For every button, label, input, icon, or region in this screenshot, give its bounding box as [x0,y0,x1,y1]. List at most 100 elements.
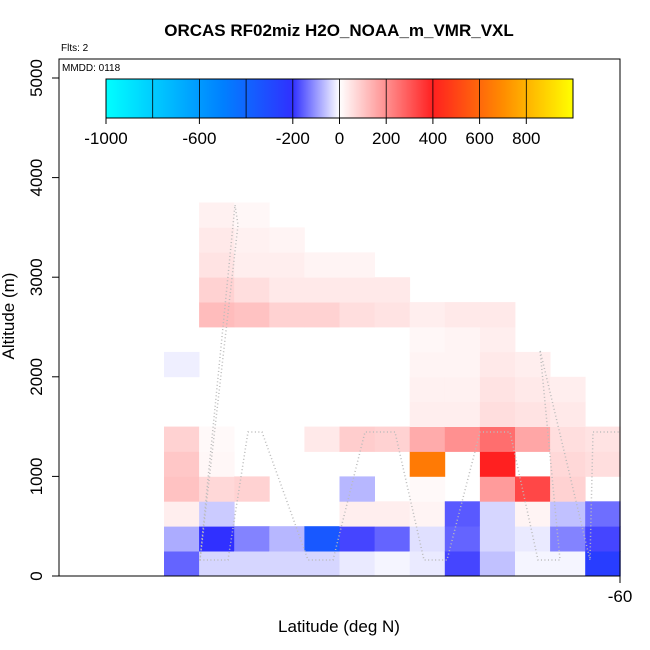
heatmap-cell [444,501,481,527]
heatmap-cell [409,302,446,328]
colorbar-tick-label: -1000 [84,129,127,148]
heatmap-cell [585,551,621,577]
heatmap-cell [409,401,446,427]
heatmap-cell [339,551,375,577]
heatmap-cell [339,426,375,452]
heatmap-cell [585,426,621,452]
y-tick-label: 0 [27,571,46,580]
heatmap-cell [479,526,516,552]
heatmap-cell [234,252,270,278]
heatmap-cell [199,426,235,452]
heatmap-cell [199,451,235,477]
colorbar-tick-label: 200 [372,129,400,148]
flights-note: Flts: 2 [61,43,89,54]
heatmap-cell [304,252,340,278]
heatmap-cell [515,476,551,502]
heatmap-cell [374,501,411,527]
heatmap-cell [409,327,446,353]
heatmap-cell [199,302,235,328]
y-tick-label: 3000 [27,258,46,296]
heatmap-cell [339,277,375,303]
heatmap-cell [479,327,516,353]
y-tick-label: 2000 [27,358,46,396]
colorbar-tick-label: -200 [276,129,310,148]
heatmap-cell [409,426,446,452]
x-axis-label: Latitude (deg N) [278,617,400,636]
heatmap-cell [164,451,200,477]
heatmap-cell [550,376,586,403]
heatmap-cell [199,202,235,228]
heatmap-cell [374,551,411,577]
heatmap-cell [199,277,235,303]
heatmap-cell [339,302,375,328]
heatmap-cell [515,551,551,577]
heatmap-cell [409,526,446,552]
heatmap-cell [479,376,516,403]
heatmap-cell [199,476,235,502]
heatmap-cell [409,451,446,477]
heatmap-cell [550,476,586,502]
heatmap-cell [269,302,305,328]
heatmap-cell [199,227,235,253]
heatmap-cell [234,277,270,303]
colorbar: -1000 -600 -200 0 200 400 600 800 [84,78,574,148]
heatmap-cell [409,551,446,577]
heatmap-cell [444,551,481,577]
heatmap-cell [585,451,621,477]
heatmap-cell [269,526,305,552]
heatmap-cell [479,401,516,427]
heatmap-cell [304,526,340,552]
heatmap-cell [339,476,375,502]
heatmap-cell [374,426,411,452]
heatmap-cells [164,202,621,577]
heatmap-cell [409,351,446,378]
heatmap-cell [164,501,200,527]
heatmap-cell [304,426,340,452]
heatmap-cell [234,551,270,577]
heatmap-cell [199,551,235,577]
heatmap-cell [550,451,586,477]
y-tick-label: 4000 [27,159,46,197]
heatmap-cell [444,351,481,378]
heatmap-cell [234,202,270,228]
heatmap-cell [444,426,481,452]
heatmap-cell [444,376,481,403]
heatmap-cell [444,401,481,427]
heatmap-cell [479,302,516,328]
heatmap-cell [339,526,375,552]
heatmap-cell [550,401,586,427]
y-tick-label: 5000 [27,59,46,97]
heatmap-cell [164,476,200,502]
heatmap-cell [479,476,516,502]
plot-frame [58,58,621,577]
heatmap-cell [164,426,200,452]
heatmap-cell [374,277,411,303]
heatmap-cell [199,252,235,278]
heatmap-cell [515,376,551,403]
y-tick-label: 1000 [27,457,46,495]
heatmap-cell [479,551,516,577]
heatmap-cell [550,551,586,577]
heatmap-cell [164,351,200,378]
heatmap-cell [199,526,235,552]
heatmap-cell [269,277,305,303]
heatmap-cell [515,426,551,452]
heatmap-cell [515,526,551,552]
x-tick-label: -60 [608,587,633,606]
chart-title: ORCAS RF02miz H2O_NOAA_m_VMR_VXL [164,21,514,40]
heatmap-cell [550,526,586,552]
heatmap-cell [409,376,446,403]
heatmap-cell [479,351,516,378]
heatmap-cell [234,302,270,328]
heatmap-cell [164,551,200,577]
heatmap-cell [409,476,446,502]
heatmap-cell [479,451,516,477]
heatmap-cell [444,327,481,353]
heatmap-cell [515,351,551,378]
colorbar-tick-label: -600 [182,129,216,148]
y-axis: 0 1000 2000 3000 4000 5000 [27,59,59,581]
colorbar-tick-label: 0 [335,129,344,148]
heatmap-cell [409,501,446,527]
heatmap-cell [374,526,411,552]
